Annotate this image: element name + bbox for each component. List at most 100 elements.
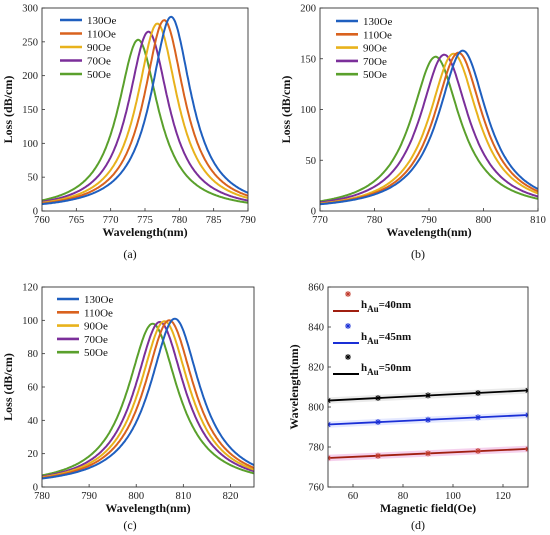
y-tick-label: 100 <box>22 139 38 150</box>
data-point <box>425 450 431 457</box>
x-tick-label: 810 <box>175 491 191 502</box>
y-tick-label: 760 <box>308 483 324 494</box>
y-tick-label: 20 <box>28 449 39 460</box>
legend-label: 110Oe <box>87 29 116 41</box>
panel-d: hAu=40nm hAu=45nm hAu=50nm 60 80 100 120 760 780… <box>287 283 529 532</box>
caption: (c) <box>123 518 136 532</box>
y-tick-label: 150 <box>22 105 38 116</box>
legend-label: 70Oe <box>87 56 111 68</box>
legend-label: 130Oe <box>87 15 116 27</box>
plot-frame <box>327 286 529 488</box>
series-line-70Oe <box>42 30 248 203</box>
y-axis-label: Loss (dB/cm) <box>1 353 15 421</box>
x-tick-label: 100 <box>445 491 461 502</box>
y-axis-label: Wavelength(nm) <box>287 344 301 429</box>
x-tick-label: 760 <box>34 215 50 226</box>
legend-label: 130Oe <box>84 294 113 306</box>
x-tick-label: 780 <box>171 215 187 226</box>
x-tick-label: 790 <box>240 215 256 226</box>
series-line-70Oe <box>42 320 254 478</box>
y-tick-label: 200 <box>300 4 316 15</box>
legend-marker <box>345 323 351 329</box>
y-tick-label: 0 <box>33 207 38 218</box>
y-tick-label: 80 <box>28 349 39 360</box>
x-axis-label: Magnetic field(Oe) <box>380 501 476 515</box>
data-point <box>375 452 381 459</box>
x-tick-label: 790 <box>81 491 97 502</box>
x-axis-label: Wavelength(nm) <box>105 501 190 515</box>
data-point <box>328 397 331 404</box>
data-point <box>475 390 481 396</box>
data-point <box>525 387 528 394</box>
legend-label: hAu=50nm <box>361 362 411 377</box>
series-line-130Oe <box>42 317 254 480</box>
legend-label: 110Oe <box>84 307 113 319</box>
x-axis-label: Wavelength(nm) <box>102 225 187 239</box>
legend-marker <box>345 291 351 297</box>
y-tick-label: 40 <box>28 416 39 427</box>
series-line-110Oe <box>42 19 248 205</box>
data-point <box>475 414 481 421</box>
data-point <box>375 395 381 401</box>
y-axis-label: Loss (dB/cm) <box>279 76 293 144</box>
series-line-50Oe <box>320 55 538 203</box>
x-tick-label: 800 <box>476 215 492 226</box>
data-point <box>425 392 431 399</box>
plot-frame <box>41 7 249 212</box>
series-line-130Oe <box>320 49 538 206</box>
legend-label: 50Oe <box>87 69 111 81</box>
data-point <box>525 446 528 452</box>
legend-label: 90Oe <box>84 321 108 333</box>
x-tick-label: 765 <box>68 215 84 226</box>
legend-label: 50Oe <box>84 347 108 359</box>
y-tick-label: 100 <box>300 105 316 116</box>
series-line-110Oe <box>42 319 254 479</box>
y-tick-label: 100 <box>22 316 38 327</box>
x-tick-label: 820 <box>223 491 239 502</box>
series-lines <box>320 49 538 206</box>
legend-label: hAu=40nm <box>361 299 411 314</box>
y-tick-label: 0 <box>311 207 316 218</box>
y-axis-label: Loss (dB/cm) <box>1 76 15 144</box>
series-line-90Oe <box>42 320 254 479</box>
legend-marker <box>345 354 351 360</box>
y-tick-label: 780 <box>308 443 324 454</box>
series-lines <box>42 317 254 480</box>
legend-label: 90Oe <box>363 43 387 55</box>
data-point <box>375 419 381 425</box>
data-point <box>328 421 331 428</box>
x-tick-label: 775 <box>137 215 153 226</box>
legend-label: 70Oe <box>84 334 108 346</box>
series-line-70Oe <box>320 53 538 204</box>
legend-label: hAu=45nm <box>361 331 411 346</box>
series-line-90Oe <box>320 52 538 205</box>
x-tick-label: 770 <box>312 215 328 226</box>
caption: (a) <box>123 247 136 261</box>
plot-frame <box>41 286 255 488</box>
data-point <box>328 455 331 461</box>
legend: hAu=40nm hAu=45nm hAu=50nm <box>333 291 411 377</box>
data-point <box>475 448 481 454</box>
legend-label: 90Oe <box>87 42 111 54</box>
x-tick-label: 780 <box>34 491 50 502</box>
legend-label: 70Oe <box>363 56 387 68</box>
x-tick-label: 790 <box>421 215 437 226</box>
data-point <box>525 412 528 418</box>
x-tick-label: 800 <box>128 491 144 502</box>
y-tick-label: 250 <box>22 37 38 48</box>
x-tick-label: 780 <box>367 215 383 226</box>
x-tick-label: 60 <box>348 491 359 502</box>
y-tick-label: 820 <box>308 363 324 374</box>
y-tick-label: 50 <box>28 173 39 184</box>
y-tick-label: 800 <box>308 403 324 414</box>
y-tick-label: 200 <box>22 71 38 82</box>
x-tick-label: 810 <box>530 215 546 226</box>
y-tick-label: 860 <box>308 283 324 294</box>
plot-area <box>328 387 528 462</box>
x-tick-label: 770 <box>103 215 119 226</box>
y-tick-label: 150 <box>300 54 316 65</box>
